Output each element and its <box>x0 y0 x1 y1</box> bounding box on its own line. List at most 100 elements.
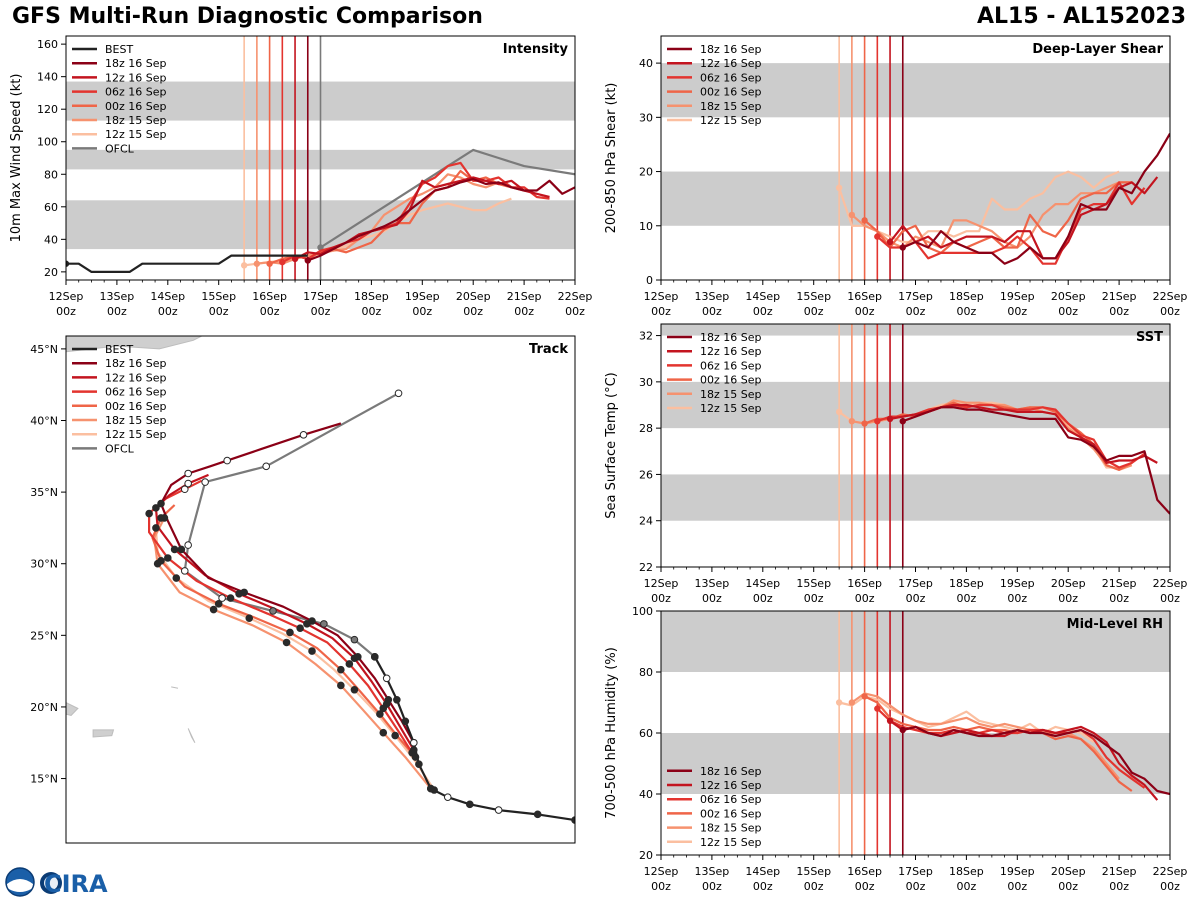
track-point <box>384 695 393 704</box>
series-start-point <box>279 258 286 266</box>
series-line-best <box>66 254 308 273</box>
land-shape <box>187 728 196 743</box>
legend-label: 06z 16 Sep <box>700 71 762 84</box>
track-point <box>382 674 391 683</box>
series-line-06z-16-sep <box>876 181 1146 265</box>
x-tick-label: 13Sep <box>100 290 135 303</box>
x-tick-label: 20Sep <box>456 290 491 303</box>
series-start-point <box>835 184 843 192</box>
x-tick-label: 00z <box>1058 305 1078 318</box>
x-tick-label: 20Sep <box>1051 577 1086 590</box>
x-tick-label: 00z <box>651 592 671 605</box>
x-tick-label: 15Sep <box>201 290 236 303</box>
x-tick-label: 00z <box>1109 592 1129 605</box>
x-tick-label: 17Sep <box>898 865 933 878</box>
x-tick-label: 00z <box>702 305 722 318</box>
track-point <box>345 660 354 668</box>
legend-label: 18z 16 Sep <box>700 331 762 344</box>
track-point <box>226 594 235 602</box>
y-axis-label: 10m Max Wind Speed (kt) <box>9 74 24 243</box>
x-tick-label: 15Sep <box>796 865 831 878</box>
x-tick-label: 00z <box>855 880 875 893</box>
x-tick-label: 00z <box>209 305 229 318</box>
track-point <box>533 810 542 819</box>
legend-label: OFCL <box>105 142 135 155</box>
track-point <box>370 653 379 661</box>
legend-label: OFCL <box>105 442 135 455</box>
x-tick-label: 00z <box>1007 305 1027 318</box>
cira-logo: CIRA <box>4 866 114 898</box>
legend-label: 06z 16 Sep <box>105 386 167 399</box>
track-point <box>240 588 248 597</box>
x-tick-label: 00z <box>107 305 127 318</box>
series-start-point <box>291 255 299 263</box>
track-point <box>170 545 179 554</box>
x-tick-label: 17Sep <box>303 290 338 303</box>
legend-label: 06z 16 Sep <box>700 359 762 372</box>
track-panel: 15°N20°N25°N30°N35°N40°N45°N TrackBEST18z… <box>30 335 576 844</box>
x-tick-label: 00z <box>957 305 977 318</box>
track-point <box>282 638 291 647</box>
y-tick-label: 30 <box>639 111 653 124</box>
track-point <box>262 462 271 471</box>
track-point <box>350 685 359 694</box>
legend-label: 18z 16 Sep <box>700 765 762 778</box>
track-line-best <box>373 656 575 822</box>
x-tick-label: 00z <box>56 305 76 318</box>
x-tick-label: 21Sep <box>1102 290 1137 303</box>
intensity-plot-area <box>66 36 575 280</box>
x-tick-label: 22Sep <box>1153 865 1188 878</box>
track-point <box>426 784 435 793</box>
track-point <box>152 524 160 532</box>
threshold-band <box>661 171 1170 226</box>
series-start-point <box>848 699 856 706</box>
track-point <box>337 681 345 690</box>
series-start-point <box>304 257 311 264</box>
land-shape <box>66 702 79 717</box>
x-tick-label: 00z <box>702 592 722 605</box>
x-tick-label: 19Sep <box>405 290 440 303</box>
legend-label: 18z 16 Sep <box>105 357 167 370</box>
series-line-18z-16-sep <box>902 133 1170 265</box>
track-point <box>410 746 418 754</box>
y-tick-label: 120 <box>37 103 58 116</box>
legend-label: 00z 16 Sep <box>700 807 762 820</box>
series-line-ofcl <box>319 148 575 249</box>
legend-label: BEST <box>105 343 133 356</box>
y-tick-label: 40 <box>44 233 58 246</box>
track-point <box>209 605 218 614</box>
y-tick-label: 35°N <box>30 486 58 499</box>
x-tick-label: 18Sep <box>949 865 984 878</box>
track-point <box>350 635 359 644</box>
series-line-18z-16-sep <box>902 406 1170 515</box>
x-tick-label: 20Sep <box>1051 865 1086 878</box>
x-tick-label: 17Sep <box>898 290 933 303</box>
x-tick-label: 12Sep <box>644 290 679 303</box>
land-shape <box>171 686 179 689</box>
track-point <box>415 760 423 769</box>
track-point <box>443 793 452 801</box>
y-tick-label: 60 <box>639 727 653 740</box>
track-point <box>320 620 328 628</box>
track-point <box>177 545 186 554</box>
track-point <box>296 624 304 632</box>
track-point <box>184 541 192 549</box>
legend-label: 12z 16 Sep <box>700 345 762 358</box>
y-axis-label: 700-500 hPa Humidity (%) <box>604 647 619 819</box>
track-point <box>571 816 575 824</box>
x-tick-label: 00z <box>957 592 977 605</box>
y-tick-label: 100 <box>37 136 58 149</box>
y-tick-label: 28 <box>639 422 653 435</box>
x-tick-label: 00z <box>158 305 178 318</box>
track-point <box>376 710 384 718</box>
sst-panel: 12Sep 00z 13Sep 00z 14Sep 00z 15Sep 00z 16Sep 00z… <box>604 323 1187 605</box>
series-line-18z-16-sep <box>307 178 575 262</box>
track-line-00z-16-sep <box>151 504 417 758</box>
y-tick-label: 40 <box>639 57 653 70</box>
x-tick-label: 19Sep <box>1000 290 1035 303</box>
legend-label: 12z 15 Sep <box>105 428 167 441</box>
track-point <box>379 728 388 737</box>
